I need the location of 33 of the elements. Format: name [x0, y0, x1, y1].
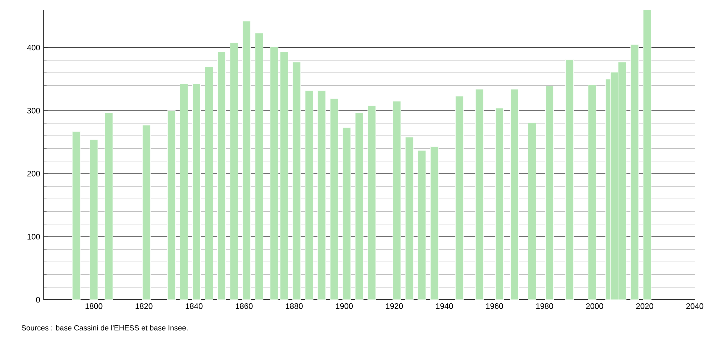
bar [192, 84, 201, 300]
bar [418, 150, 426, 300]
bar [430, 146, 439, 300]
bar [342, 128, 352, 300]
bar [255, 33, 264, 300]
bar [242, 21, 252, 300]
bar [230, 42, 239, 300]
bar [90, 140, 98, 300]
bar [588, 84, 597, 300]
bar [566, 60, 574, 300]
bar [305, 90, 314, 300]
bar [180, 84, 188, 300]
bar [330, 98, 339, 300]
bar [392, 101, 402, 300]
bar [528, 122, 537, 300]
bar [546, 86, 554, 300]
bar [510, 89, 519, 300]
bar [475, 89, 484, 300]
bar [72, 131, 81, 300]
bar [104, 112, 114, 300]
bar [205, 66, 214, 300]
bar [405, 137, 414, 300]
bar [218, 52, 226, 300]
bar [318, 90, 326, 300]
bar [167, 110, 176, 300]
bar [142, 125, 151, 300]
bar [292, 62, 302, 300]
bar [630, 44, 640, 300]
bar [368, 106, 376, 300]
bar [355, 112, 364, 300]
bar [455, 96, 464, 300]
bar [495, 108, 504, 300]
bar [643, 10, 652, 300]
